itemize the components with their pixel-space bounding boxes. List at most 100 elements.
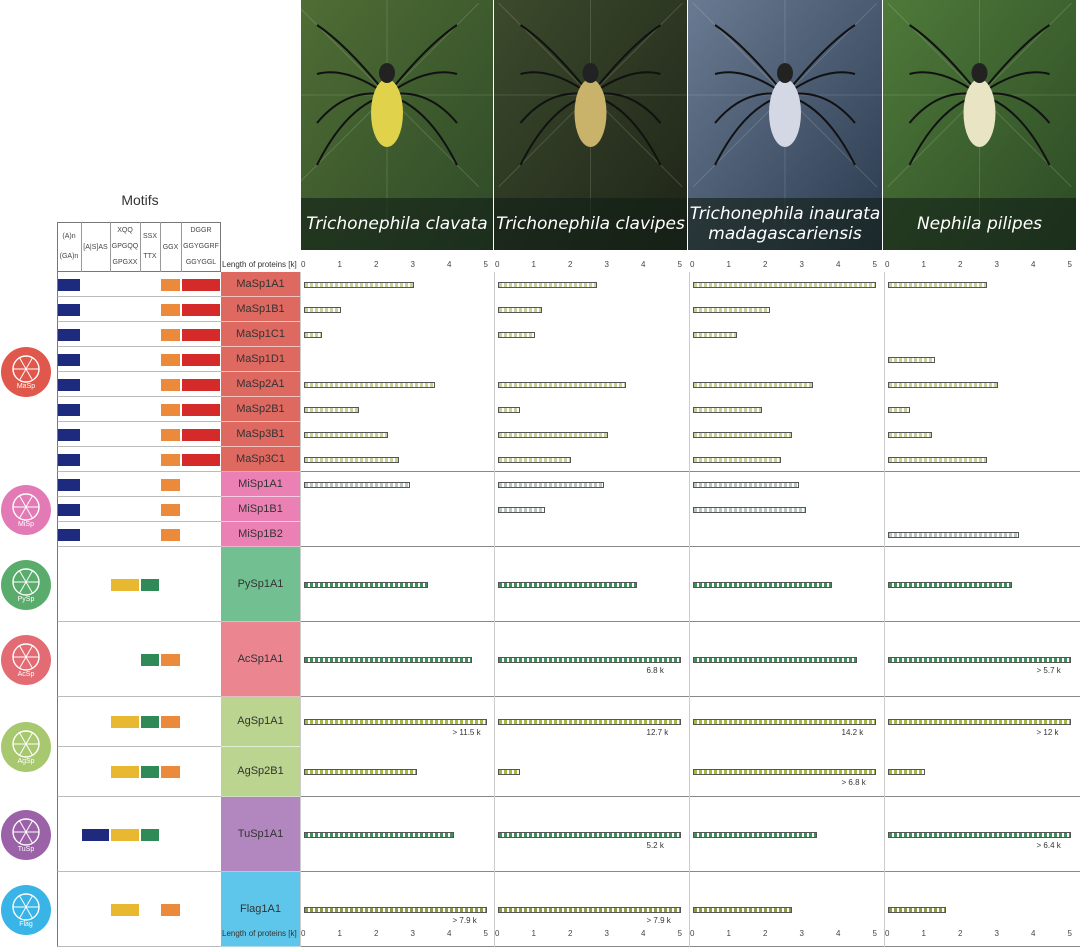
protein-bar — [498, 481, 604, 488]
axis-tick-label: 1 — [337, 260, 342, 269]
protein-bar — [304, 456, 399, 463]
spider-abdomen-icon — [574, 79, 607, 147]
protein-name-cell — [221, 747, 300, 797]
motif-cell — [182, 378, 220, 391]
protein-bar — [498, 281, 597, 288]
motif-cell — [141, 828, 159, 841]
motif-cell — [161, 903, 180, 916]
axis-tick-label: 3 — [994, 260, 999, 269]
motif-column-label: TTX — [143, 253, 157, 260]
axis-tick-label: 1 — [337, 929, 342, 938]
length-note: 14.2 k — [841, 728, 864, 737]
length-note: > 12 k — [1036, 728, 1059, 737]
protein-name: MiSp1A1 — [238, 477, 283, 490]
motif-column-label: SSX — [142, 233, 157, 240]
motifs-title: Motifs — [121, 192, 159, 208]
protein-name: MiSp1B2 — [238, 527, 283, 540]
axis-label: Length of proteins [k] — [222, 260, 297, 269]
panel-divider — [689, 272, 690, 947]
motif-cell — [141, 766, 159, 778]
protein-name-cell — [221, 697, 300, 747]
motif-row — [57, 697, 221, 747]
class-label: AcSp — [17, 670, 35, 678]
protein-bar — [888, 456, 987, 463]
protein-bar — [498, 719, 681, 725]
protein-bar — [304, 481, 410, 488]
protein-bar — [498, 906, 681, 913]
length-note: > 6.8 k — [841, 778, 866, 787]
axis-tick-label: 0 — [885, 929, 890, 938]
protein-bar — [888, 381, 998, 388]
protein-name-cell — [221, 797, 300, 872]
species-name: Trichonephila inaurata madagascariensis — [688, 198, 882, 250]
axis-tick-label: 1 — [726, 929, 731, 938]
motif-cell — [111, 766, 139, 778]
protein-bar — [498, 331, 535, 338]
protein-bar — [888, 281, 987, 288]
spider-head-icon — [379, 63, 395, 83]
protein-bar — [693, 431, 792, 438]
group-separator — [57, 796, 1080, 797]
protein-bar — [693, 281, 876, 288]
protein-bar — [888, 581, 1013, 588]
motif-cell — [182, 453, 220, 466]
axis-tick-label: 4 — [447, 929, 452, 938]
protein-name-cell — [221, 372, 300, 397]
protein-bar — [304, 906, 487, 913]
protein-name-cell — [221, 497, 300, 522]
axis-tick-label: 3 — [994, 929, 999, 938]
motif-cell — [161, 478, 180, 491]
motif-cell — [161, 378, 180, 391]
class-label: Flag — [19, 920, 33, 928]
length-note: > 7.9 k — [452, 915, 477, 925]
motif-row — [57, 297, 221, 322]
protein-bar — [304, 769, 418, 775]
motif-row — [57, 472, 221, 497]
protein-name: MaSp2B1 — [236, 402, 285, 415]
axis-tick-label: 2 — [568, 929, 573, 938]
motif-cell — [58, 428, 80, 441]
motif-cell — [58, 403, 80, 416]
axis-tick-label: 4 — [836, 929, 841, 938]
protein-bar — [693, 456, 781, 463]
axis-tick-label: 3 — [799, 929, 804, 938]
motif-cell — [161, 453, 180, 466]
motif-cell — [182, 403, 220, 416]
protein-bar — [498, 456, 571, 463]
protein-bar — [304, 431, 388, 438]
motif-cell — [182, 328, 220, 341]
motif-column-divider — [110, 222, 111, 272]
axis-tick-label: 4 — [641, 260, 646, 269]
protein-bar — [888, 656, 1071, 663]
motif-cell — [182, 278, 220, 291]
axis-tick-label: 2 — [763, 929, 768, 938]
motif-cell — [58, 528, 80, 541]
spider-abdomen-icon — [769, 79, 801, 147]
protein-bar — [693, 331, 737, 338]
length-note: > 5.7 k — [1036, 665, 1061, 675]
axis-tick-label: 3 — [604, 929, 609, 938]
motif-cell — [58, 378, 80, 391]
motif-cell — [111, 716, 139, 728]
group-separator — [57, 871, 1080, 872]
protein-name: MaSp1C1 — [236, 327, 285, 340]
masp-icon — [1, 347, 51, 397]
protein-name: MaSp2A1 — [236, 377, 285, 390]
axis-tick-label: 5 — [872, 929, 877, 938]
species-photo: Trichonephila clavipes — [494, 0, 687, 250]
axis-tick-label: 4 — [1031, 929, 1036, 938]
protein-bar — [304, 656, 472, 663]
protein-bar — [888, 406, 910, 413]
axis-tick-label: 5 — [483, 260, 488, 269]
protein-name-cell — [221, 297, 300, 322]
axis-tick-label: 2 — [374, 260, 379, 269]
motif-cell — [161, 278, 180, 291]
protein-name-cell — [221, 422, 300, 447]
length-note: 5.2 k — [646, 840, 664, 850]
species-name: Trichonephila clavata — [301, 198, 493, 250]
axis-tick-label: 3 — [410, 260, 415, 269]
protein-name: AgSp1A1 — [237, 715, 284, 727]
axis-label: Length of proteins [k] — [222, 929, 297, 938]
motif-column-label: GPGXX — [112, 259, 138, 266]
axis-tick-label: 1 — [921, 260, 926, 269]
